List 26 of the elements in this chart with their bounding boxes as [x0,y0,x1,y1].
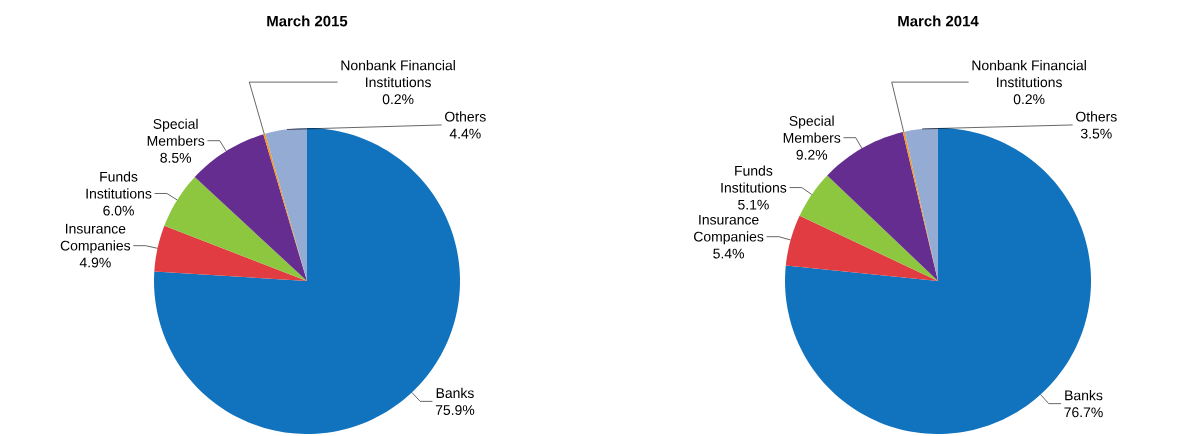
slice-label: Nonbank Financial Institutions [341,60,455,88]
data-label: 5.1% [738,199,769,210]
data-label: 0.2% [382,94,414,105]
data-label: 4.4% [449,128,481,139]
slice-label: Others [445,111,486,122]
slice-label: Insurance Companies [694,214,764,245]
data-label: 6.0% [103,205,134,216]
slice-label: Nonbank Financial Institutions [972,60,1086,88]
slice-label: Banks [1065,390,1103,401]
data-label: 76.7% [1064,407,1103,418]
slice-label: Others [1076,111,1117,122]
data-label: 9.2% [796,149,828,160]
chart-title: March 2015 [267,15,348,27]
data-label: 0.2% [1013,94,1045,105]
slice-label: Funds Institutions [721,165,787,193]
slice-label: Funds Institutions [86,171,152,199]
data-label: 5.4% [713,248,744,259]
data-label: 8.5% [160,152,192,163]
data-label: 3.5% [1080,128,1112,139]
data-label: 75.9% [435,405,475,415]
slice-label: Special Members [783,115,841,143]
slice-label: Special Members [147,118,205,146]
data-label: 4.9% [79,257,111,268]
slice-label: Insurance Companies [60,223,131,254]
slice-label: Banks [436,387,474,399]
chart-title: March 2014 [898,15,979,27]
